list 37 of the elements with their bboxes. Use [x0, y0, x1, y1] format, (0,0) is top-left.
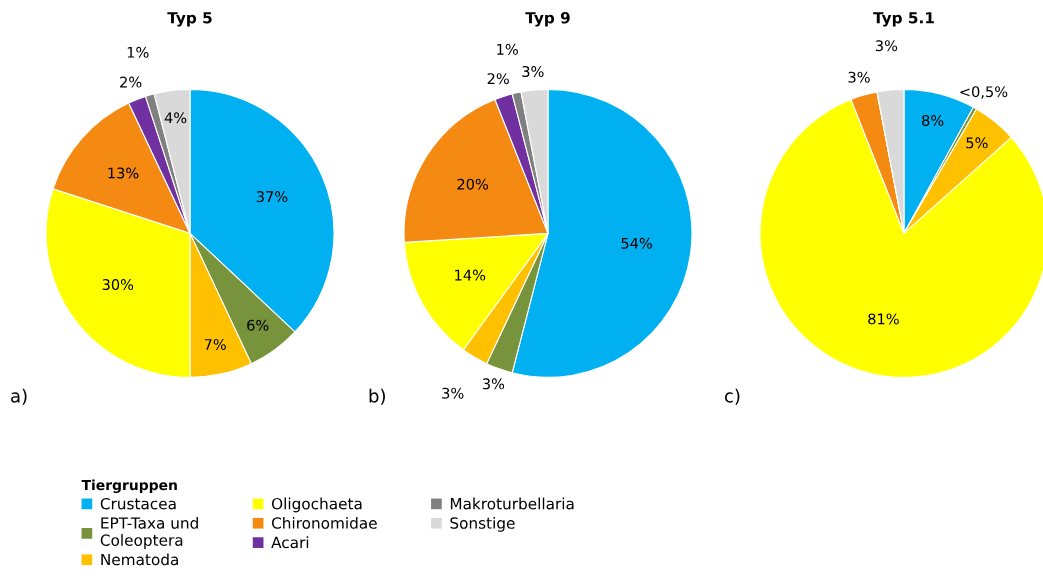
data-label: 4%	[164, 112, 187, 124]
data-label: 54%	[621, 237, 652, 249]
data-label: 13%	[108, 167, 139, 179]
data-label: 20%	[457, 178, 489, 190]
legend-label: Acari	[271, 536, 309, 549]
legend-label: Makroturbellaria	[450, 497, 574, 510]
legend-title: Tiergruppen	[81, 479, 177, 494]
legend-label: Chironomidae	[271, 516, 377, 529]
legend-label: Crustacea	[100, 497, 176, 510]
legend-label: Nematoda	[101, 553, 178, 566]
data-label: 2%	[120, 76, 142, 88]
data-label: 37%	[256, 191, 288, 203]
data-label: 1%	[127, 46, 149, 58]
chart-title: Typ 5	[167, 12, 212, 27]
data-label: 8%	[922, 114, 944, 126]
data-label: 14%	[455, 269, 486, 281]
data-label: 5%	[966, 137, 988, 149]
legend-label: Oligochaeta	[271, 497, 362, 513]
data-label: 3%	[522, 65, 544, 78]
chart-title: Typ 5.1	[873, 12, 934, 27]
legend-label: Sonstige	[450, 516, 515, 532]
data-label: <0,5%	[960, 86, 1008, 99]
text: b)	[369, 388, 385, 405]
data-label: 2%	[487, 73, 509, 85]
data-label: 3%	[875, 40, 898, 52]
data-label: 6%	[247, 319, 269, 331]
data-label: 3%	[442, 387, 464, 399]
data-label: 7%	[204, 338, 226, 350]
text: c)	[725, 388, 740, 405]
data-label: 3%	[482, 378, 505, 390]
legend-label: EPT-Taxa und Coleoptera	[100, 516, 198, 549]
chart-title: Typ 9	[525, 11, 570, 27]
data-label: 81%	[868, 313, 899, 325]
data-label: 3%	[848, 71, 870, 83]
data-label: 30%	[102, 279, 134, 291]
text: a)	[11, 388, 27, 405]
data-label: 1%	[497, 43, 518, 55]
